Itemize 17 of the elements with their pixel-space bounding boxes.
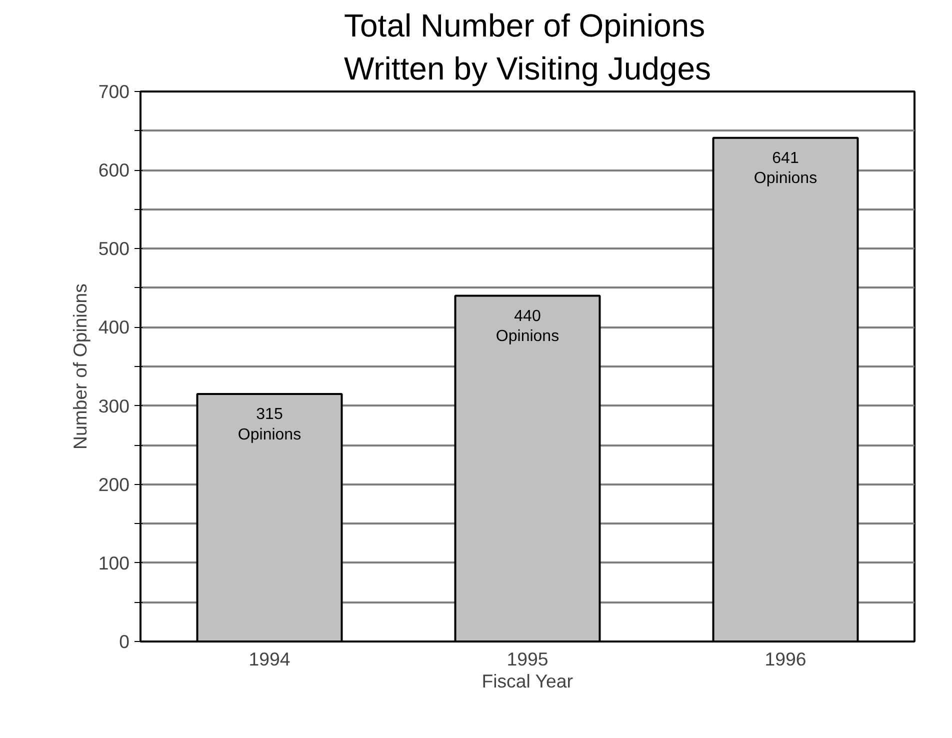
data-label: 315 Opinions <box>238 406 302 444</box>
x-axis-title: Fiscal Year <box>482 670 573 692</box>
y-tick-label: 300 <box>98 395 130 416</box>
x-tick-label: 1994 <box>248 648 290 670</box>
x-tick-label: 1995 <box>506 648 548 670</box>
y-tick-label: 500 <box>98 238 130 260</box>
y-tick-label: 600 <box>98 160 130 181</box>
data-label: 641 Opinions <box>754 150 818 188</box>
chart-title: Total Number of Opinions Written by Visiting Judges <box>344 7 711 86</box>
x-tick-label: 1996 <box>764 648 806 670</box>
y-tick-label: 100 <box>98 552 130 574</box>
y-tick-label: 200 <box>98 474 130 495</box>
y-axis-title: Number of Opinions <box>69 284 90 450</box>
y-tick-label: 700 <box>98 81 130 102</box>
y-tick-label: 0 <box>119 631 130 652</box>
data-label: 440 Opinions <box>496 308 560 346</box>
y-tick-label: 400 <box>98 316 130 338</box>
